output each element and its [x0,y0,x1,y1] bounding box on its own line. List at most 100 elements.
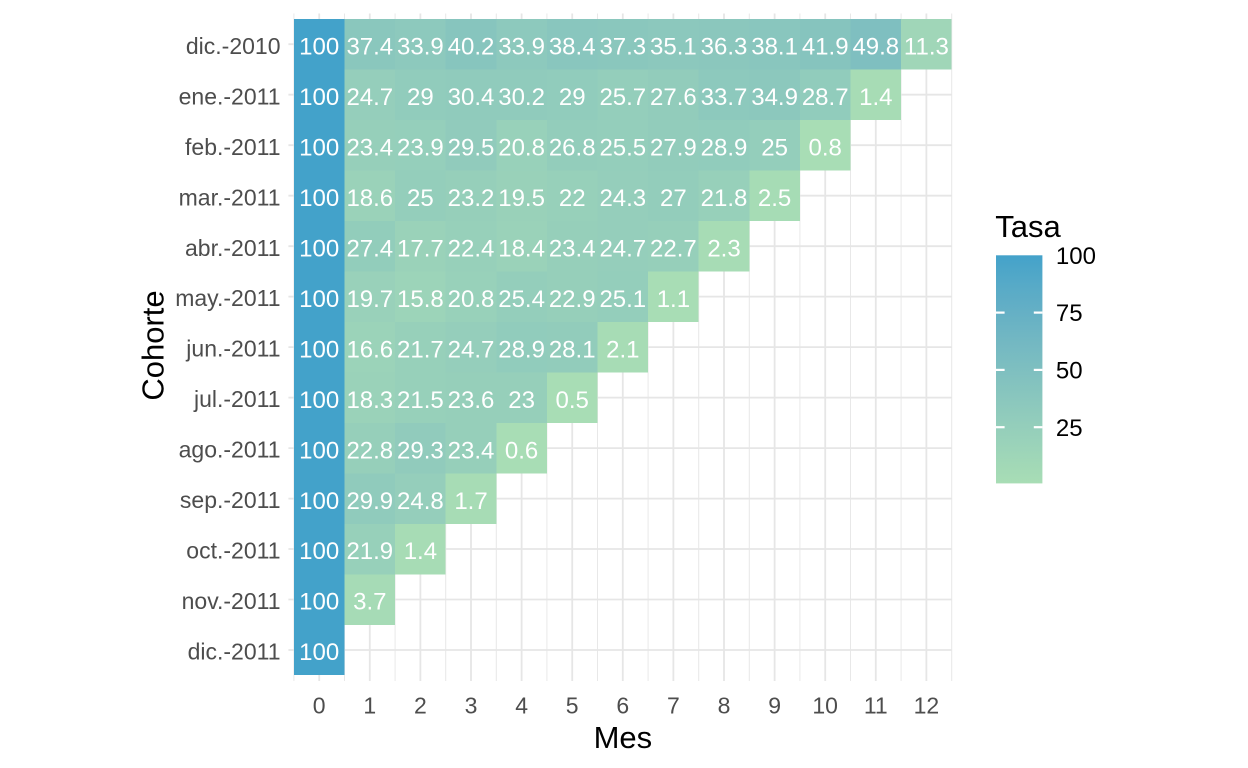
svg-text:1.4: 1.4 [404,538,437,565]
svg-text:20.8: 20.8 [448,286,495,313]
svg-text:11: 11 [864,692,888,718]
svg-text:0: 0 [313,692,326,718]
svg-text:nov.-2011: nov.-2011 [182,588,281,614]
svg-text:29.9: 29.9 [346,488,393,515]
svg-text:29.5: 29.5 [448,134,495,161]
svg-text:33.7: 33.7 [701,84,748,111]
svg-text:21.8: 21.8 [701,185,748,212]
svg-text:oct.-2011: oct.-2011 [186,538,280,564]
svg-text:12: 12 [914,692,940,718]
svg-text:6: 6 [616,692,629,718]
svg-text:1.7: 1.7 [454,488,487,515]
svg-text:19.7: 19.7 [346,286,393,313]
svg-text:28.9: 28.9 [498,336,545,363]
svg-text:100: 100 [299,488,339,515]
svg-text:100: 100 [299,437,339,464]
svg-text:9: 9 [768,692,781,718]
svg-text:25.1: 25.1 [599,286,646,313]
svg-text:8: 8 [718,692,731,718]
svg-text:18.4: 18.4 [498,235,545,262]
svg-text:25: 25 [1056,415,1083,442]
svg-text:100: 100 [299,84,339,111]
svg-text:22: 22 [559,185,586,212]
svg-text:29.3: 29.3 [397,437,444,464]
svg-text:dic.-2010: dic.-2010 [186,33,281,59]
svg-text:100: 100 [299,589,339,616]
svg-text:16.6: 16.6 [346,336,393,363]
svg-text:23.9: 23.9 [397,134,444,161]
svg-text:22.4: 22.4 [448,235,495,262]
svg-text:26.8: 26.8 [549,134,596,161]
svg-text:23.4: 23.4 [448,437,495,464]
svg-text:20.8: 20.8 [498,134,545,161]
svg-text:2.3: 2.3 [707,235,740,262]
svg-text:23.4: 23.4 [346,134,393,161]
svg-text:24.7: 24.7 [599,235,646,262]
svg-text:40.2: 40.2 [448,33,495,60]
svg-text:25: 25 [761,134,788,161]
svg-text:50: 50 [1056,358,1083,385]
svg-text:36.3: 36.3 [701,33,748,60]
svg-text:23.2: 23.2 [448,185,495,212]
svg-text:24.7: 24.7 [346,84,393,111]
svg-text:21.7: 21.7 [397,336,444,363]
svg-text:100: 100 [299,336,339,363]
svg-text:28.9: 28.9 [701,134,748,161]
svg-text:dic.-2011: dic.-2011 [188,639,281,665]
svg-text:28.7: 28.7 [802,84,849,111]
svg-text:41.9: 41.9 [802,33,849,60]
svg-text:33.9: 33.9 [498,33,545,60]
svg-text:38.1: 38.1 [751,33,798,60]
svg-text:Mes: Mes [594,720,653,755]
svg-text:abr.-2011: abr.-2011 [185,235,280,261]
svg-text:49.8: 49.8 [852,33,899,60]
svg-text:25.4: 25.4 [498,286,545,313]
svg-text:21.5: 21.5 [397,387,444,414]
svg-text:25.7: 25.7 [599,84,646,111]
svg-text:25: 25 [407,185,434,212]
svg-text:100: 100 [299,538,339,565]
svg-text:23: 23 [508,387,535,414]
svg-text:37.3: 37.3 [599,33,646,60]
svg-text:28.1: 28.1 [549,336,596,363]
svg-text:4: 4 [515,692,528,718]
svg-text:100: 100 [1056,243,1096,270]
svg-text:19.5: 19.5 [498,185,545,212]
svg-text:38.4: 38.4 [549,33,596,60]
svg-text:23.6: 23.6 [448,387,495,414]
svg-text:100: 100 [299,639,339,666]
svg-text:75: 75 [1056,300,1083,327]
svg-text:2.5: 2.5 [758,185,791,212]
svg-text:3.7: 3.7 [353,589,386,616]
svg-text:22.8: 22.8 [346,437,393,464]
svg-text:24.3: 24.3 [599,185,646,212]
svg-text:0.8: 0.8 [809,134,842,161]
svg-text:Cohorte: Cohorte [135,290,170,400]
svg-text:30.4: 30.4 [448,84,495,111]
svg-text:ene.-2011: ene.-2011 [179,83,281,109]
svg-text:27.4: 27.4 [346,235,393,262]
svg-text:22.9: 22.9 [549,286,596,313]
svg-text:35.1: 35.1 [650,33,697,60]
svg-text:2: 2 [414,692,427,718]
svg-text:100: 100 [299,286,339,313]
svg-text:5: 5 [566,692,579,718]
svg-text:100: 100 [299,134,339,161]
svg-text:0.5: 0.5 [556,387,589,414]
svg-text:jun.-2011: jun.-2011 [185,336,280,362]
svg-text:3: 3 [465,692,478,718]
svg-text:sep.-2011: sep.-2011 [180,487,281,513]
svg-text:1: 1 [363,692,376,718]
svg-text:27: 27 [660,185,687,212]
svg-text:100: 100 [299,185,339,212]
svg-text:10: 10 [812,692,838,718]
svg-text:29: 29 [407,84,434,111]
svg-text:mar.-2011: mar.-2011 [179,184,281,210]
svg-text:may.-2011: may.-2011 [175,285,280,311]
svg-text:1.1: 1.1 [657,286,690,313]
svg-text:18.6: 18.6 [346,185,393,212]
svg-text:27.9: 27.9 [650,134,697,161]
svg-text:24.7: 24.7 [448,336,495,363]
svg-text:29: 29 [559,84,586,111]
svg-text:33.9: 33.9 [397,33,444,60]
